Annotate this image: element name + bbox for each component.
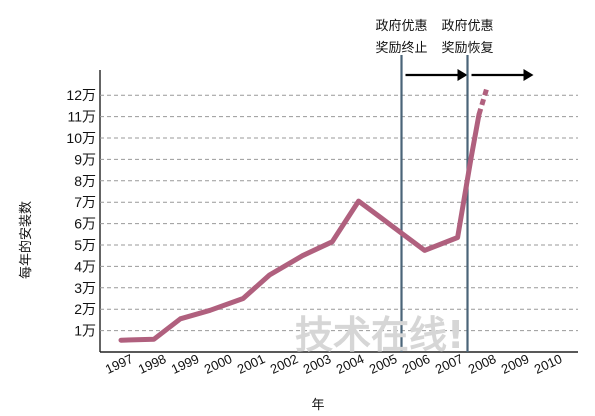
- x-tick-label: 2001: [235, 351, 268, 377]
- arrow-head: [457, 69, 468, 81]
- y-tick-label: 4万: [74, 258, 96, 274]
- annotation-line1: 政府优惠: [375, 19, 427, 34]
- y-tick-label: 5万: [74, 237, 96, 253]
- annotation-lines: [400, 55, 534, 352]
- x-tick-label: 1998: [136, 351, 169, 377]
- watermark: 技术在线!: [295, 313, 464, 357]
- y-tick-label: 1万: [74, 323, 96, 339]
- x-tick-label: 1997: [103, 351, 136, 377]
- x-tick-label: 2000: [202, 351, 235, 377]
- y-tick-label: 11万: [67, 109, 96, 125]
- y-tick-label: 9万: [74, 151, 96, 167]
- series-line: [118, 112, 482, 343]
- y-tick-label: 3万: [74, 280, 96, 296]
- y-tick-label: 10万: [66, 130, 96, 146]
- x-tick-label: 2010: [532, 351, 565, 377]
- x-tick-label: 2008: [466, 351, 499, 377]
- arrow-head: [523, 69, 534, 81]
- y-tick-label: 6万: [74, 216, 96, 232]
- series-projection: [476, 85, 490, 116]
- annotation-line2: 奖励终止: [375, 40, 427, 56]
- annotation-line2: 奖励恢复: [441, 41, 493, 56]
- y-tick-label: 12万: [66, 87, 96, 103]
- x-axis-title: 年: [311, 398, 324, 413]
- series-layer: [118, 85, 490, 343]
- gridlines: [99, 70, 578, 353]
- y-tick-label: 7万: [74, 194, 96, 210]
- y-axis-title: 每年的安装数: [18, 201, 34, 279]
- x-tick-label: 2009: [499, 351, 532, 377]
- y-tick-label: 2万: [74, 301, 96, 317]
- y-tick-labels: 1万 2万 3万 4万 5万 6万 7万 8万 9万 10万 11万 12万: [66, 87, 96, 338]
- x-tick-label: 1999: [169, 351, 202, 377]
- y-tick-label: 8万: [74, 173, 96, 189]
- annotation-line1: 政府优惠: [441, 19, 493, 34]
